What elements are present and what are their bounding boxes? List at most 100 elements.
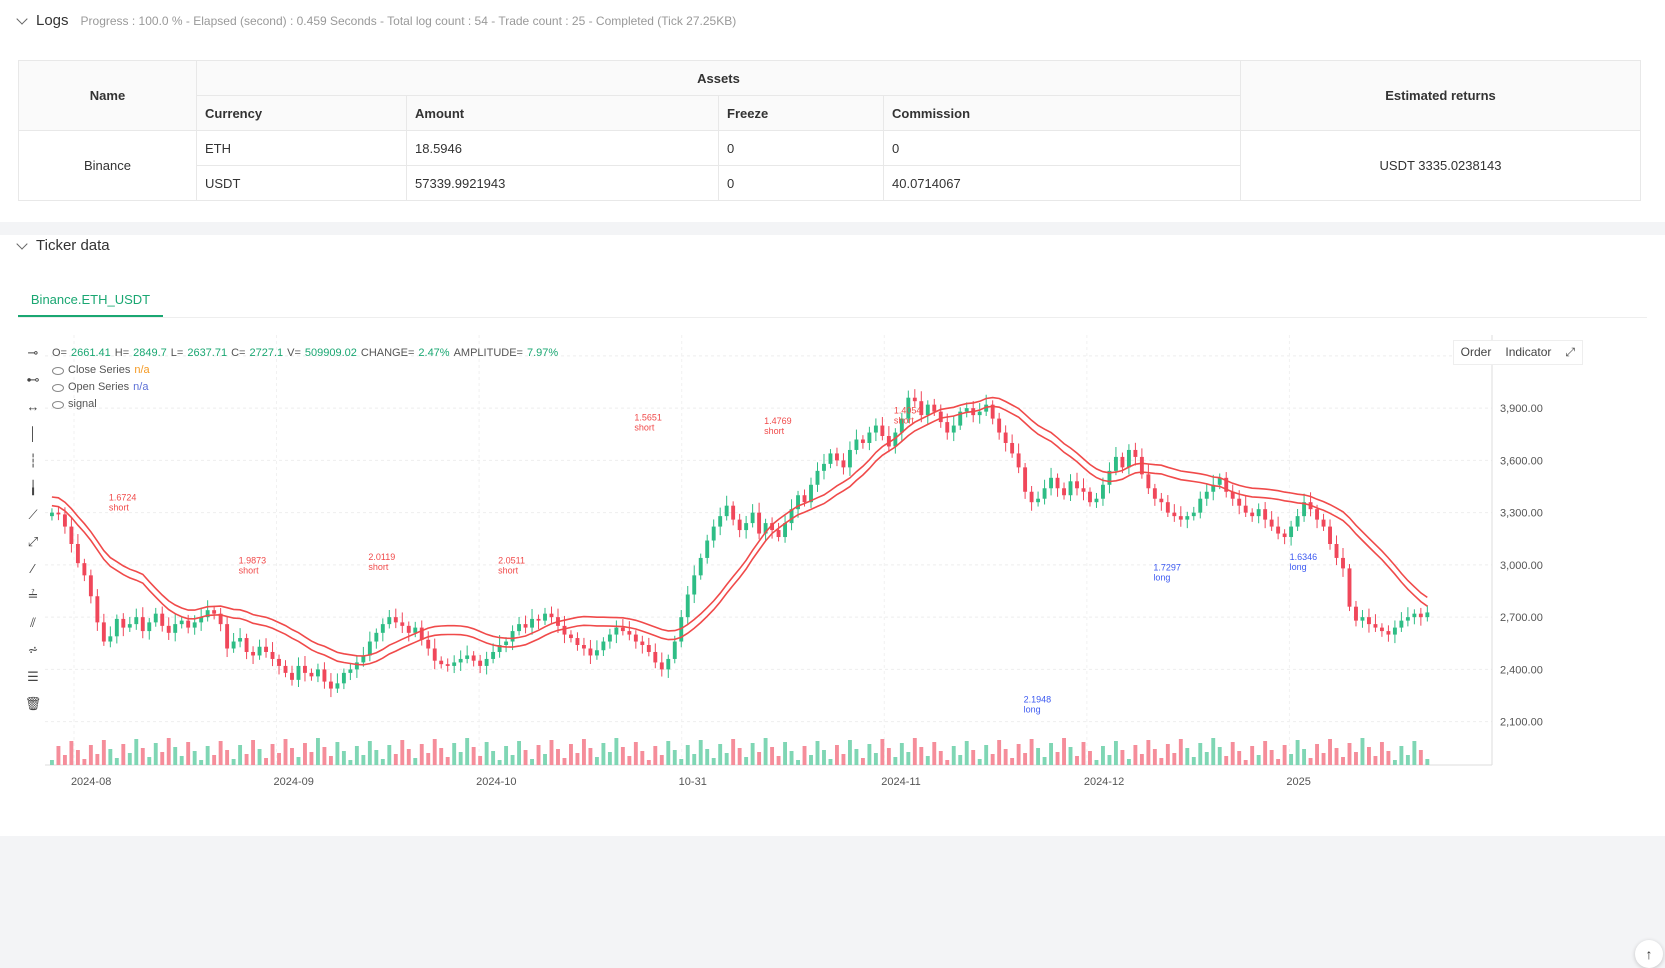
candle [465,655,470,659]
legend-close-series[interactable]: Close Series n/a [52,362,558,379]
volume-bar [990,754,995,765]
volume-bar [283,739,288,765]
fib-icon[interactable]: ⩫ [27,641,39,657]
candlestick-chart[interactable]: 4,200.003,900.003,600.003,300.003,000.00… [45,335,1605,805]
volume-bar [69,741,74,765]
trend-line-icon[interactable]: ⟋ [28,506,38,522]
horizontal-segment-icon[interactable]: ↔ [26,399,40,414]
legend-open-series[interactable]: Open Series n/a [52,379,558,396]
parallel-channel-icon[interactable]: ⫽ [30,614,36,630]
cell-freeze: 0 [718,130,884,166]
volume-bar [1373,756,1378,765]
volume-bar [731,739,736,765]
ray-line-icon[interactable]: ⤢ [27,533,39,549]
horizontal-ray-icon[interactable]: ⊷ [26,371,40,387]
volume-bar [835,745,839,765]
trade-type-label: short [109,503,130,513]
volume-bar [1178,739,1183,765]
candle [1224,477,1229,492]
volume-bar [1354,752,1358,765]
volume-bar [478,756,483,765]
candle [705,540,710,558]
candle [335,683,340,689]
change-label: CHANGE= [360,347,415,359]
candle [1049,477,1054,489]
volume-bar [659,755,664,765]
volume-bar [815,741,820,765]
trade-value-label: 2.0511 [498,555,525,565]
volume-bar [1159,758,1164,765]
volume-bar [393,754,398,765]
candle [1198,498,1203,513]
candle [783,523,788,538]
legend-signal[interactable]: signal [52,396,558,413]
trash-icon[interactable]: 🗑 [24,695,42,711]
volume-bar [672,750,677,765]
volume-bar [1269,750,1274,765]
sub-freeze: Freeze [718,95,884,131]
eye-icon[interactable] [52,400,64,409]
order-button[interactable]: Order [1460,345,1492,359]
candle [653,651,658,663]
candle [562,625,567,635]
candle [919,401,924,416]
vertical-ray-icon[interactable]: ╽ [29,479,37,495]
vertical-segment-icon[interactable]: ┆ [29,452,37,468]
candle [581,645,586,649]
volume-bar [82,759,87,765]
volume-bar [270,744,275,765]
volume-bar [1049,743,1054,765]
candle [659,662,664,670]
volume-bar [186,742,191,765]
logs-header[interactable]: Logs Progress : 100.0 % - Elapsed (secon… [16,12,736,29]
h-label: H= [114,347,130,359]
volume-bar [251,740,256,765]
candle [867,432,872,443]
indicator-button[interactable]: Indicator [1505,345,1552,359]
candle [828,453,833,464]
c-label: C= [231,347,246,359]
volume-bar [348,760,353,765]
scroll-top-button[interactable]: ↑ [1635,940,1663,968]
volume-bar [536,745,541,765]
eye-icon[interactable] [52,366,64,375]
v-value: 509909.02 [304,347,357,359]
volume-bar [1321,753,1326,765]
volume-bar [1308,758,1313,765]
volume-bar [1055,752,1060,765]
candle [1412,613,1417,618]
horizontal-line-icon[interactable]: ⊸ [27,344,39,360]
vertical-line-icon[interactable]: │ [28,426,38,441]
volume-bar [711,758,716,765]
candle [886,436,891,447]
volume-bar [1101,746,1105,765]
volume-bar [1198,743,1203,765]
v-label: V= [287,347,301,359]
candle [445,664,450,666]
volume-bar [374,750,379,765]
price-line-icon[interactable]: ≟ [27,587,39,603]
candle [121,618,126,628]
chevron-down-icon[interactable] [16,237,28,250]
eye-icon[interactable] [52,383,64,392]
tab-divider [18,317,1647,318]
x-tick-label: 2024-10 [476,776,516,788]
candle [984,404,989,412]
fullscreen-icon[interactable]: ⤢ [1565,345,1575,359]
candle [601,641,606,651]
volume-bar [938,751,943,765]
ticker-header[interactable]: Ticker data [16,237,110,254]
tab-eth-usdt[interactable]: Binance.ETH_USDT [18,283,163,317]
segment-icon[interactable]: ∕ [31,561,35,576]
trade-type-label: short [894,416,915,426]
fib-levels-icon[interactable]: ☰ [27,668,39,684]
volume-bar [620,747,625,765]
volume-bar [737,748,742,765]
candle [1354,606,1358,621]
candle [672,641,677,659]
volume-bar [698,740,703,765]
volume-bar [199,760,204,765]
volume-bar [1341,757,1345,765]
candle [62,514,67,527]
chevron-down-icon[interactable] [16,12,28,25]
